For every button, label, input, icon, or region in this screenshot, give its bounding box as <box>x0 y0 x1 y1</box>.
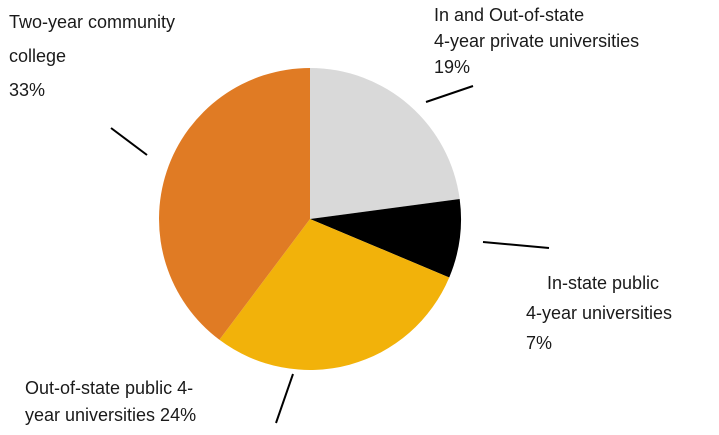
slice-label-line: year universities 24% <box>25 405 197 425</box>
leader-line-private <box>425 85 474 103</box>
slice-label-line: college <box>9 46 67 66</box>
pie-slices <box>159 68 462 370</box>
leader-line-instate <box>482 241 550 249</box>
slice-label-line: In-state public <box>547 273 660 293</box>
slice-label-community-college: Two-year community college 33% <box>9 5 175 107</box>
pie-slice-outstate-public <box>219 219 450 370</box>
leader-line-outstate <box>275 373 294 424</box>
leader-line-community <box>110 127 148 156</box>
slice-label-instate-public: In-state public 4-year universities 7% <box>526 268 672 358</box>
slice-label-line: 7% <box>526 333 553 353</box>
slice-label-line: 33% <box>9 80 46 100</box>
slice-label-line: 4-year universities <box>526 303 673 323</box>
slice-label-line: 4-year private universities <box>434 31 640 51</box>
slice-label-line: Out-of-state public 4- <box>25 378 194 398</box>
pie-slice-instate-public <box>310 199 462 278</box>
slice-label-line: 19% <box>434 57 471 77</box>
slice-label-line: In and Out-of-state <box>434 5 585 25</box>
pie-slice-private-universities <box>310 68 460 219</box>
slice-label-outstate-public: Out-of-state public 4- year universities… <box>25 375 196 429</box>
slice-label-private-universities: In and Out-of-state 4-year private unive… <box>434 2 639 80</box>
slice-label-line: Two-year community <box>9 12 176 32</box>
leader-lines <box>110 85 550 424</box>
pie-slice-community-college <box>159 68 310 340</box>
